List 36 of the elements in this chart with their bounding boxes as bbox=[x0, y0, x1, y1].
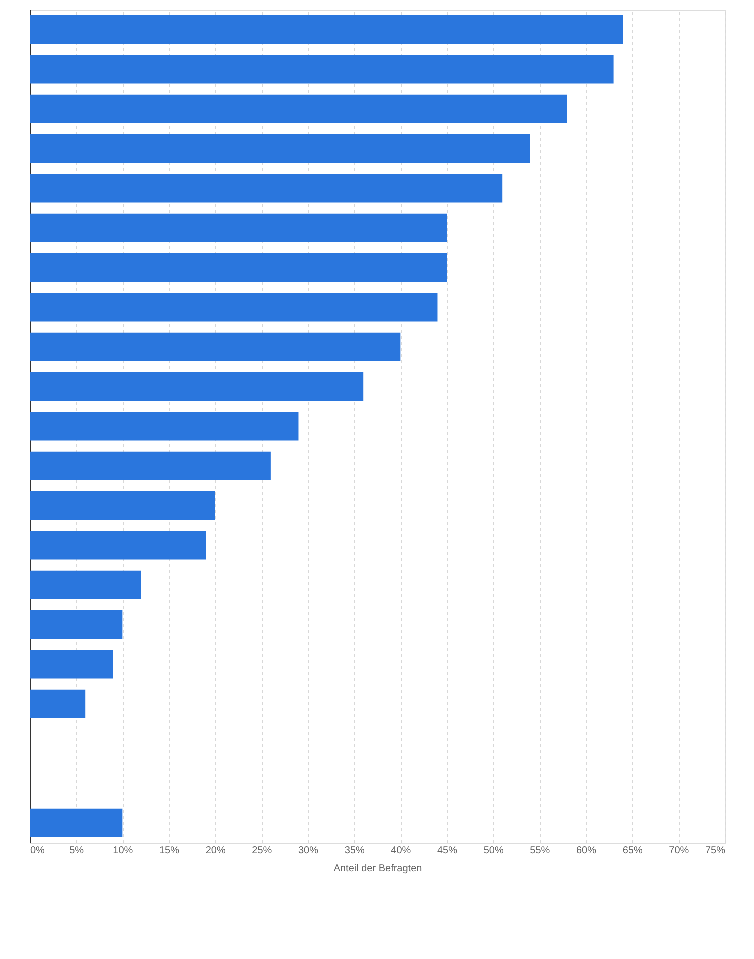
bar bbox=[30, 94, 568, 124]
x-tick-label: 10% bbox=[113, 846, 134, 856]
x-tick-label: 75% bbox=[705, 846, 726, 856]
x-tick-label: 25% bbox=[252, 846, 272, 856]
x-tick-label: 35% bbox=[344, 846, 365, 856]
bar bbox=[30, 174, 503, 203]
bar bbox=[30, 55, 614, 84]
x-tick-label: 15% bbox=[159, 846, 180, 856]
bar bbox=[30, 531, 206, 560]
x-tick-label: 65% bbox=[622, 846, 643, 856]
x-tick-label: 20% bbox=[206, 846, 226, 856]
x-tick-label: 45% bbox=[437, 846, 458, 856]
x-tick-label: 70% bbox=[669, 846, 690, 856]
x-tick-label: 5% bbox=[70, 846, 84, 856]
x-tick-label: 60% bbox=[576, 846, 597, 856]
bar bbox=[30, 690, 86, 718]
bar bbox=[30, 808, 123, 838]
bar bbox=[30, 492, 216, 520]
bar bbox=[30, 214, 447, 242]
x-tick-label: 0% bbox=[30, 846, 46, 856]
bar bbox=[30, 412, 299, 441]
bar bbox=[30, 332, 401, 362]
x-tick-label: 40% bbox=[391, 846, 412, 856]
bar bbox=[30, 452, 271, 480]
bar bbox=[30, 570, 142, 600]
bar bbox=[30, 372, 364, 402]
bar bbox=[30, 16, 624, 44]
bar bbox=[30, 650, 114, 679]
bar bbox=[30, 610, 123, 640]
x-tick-label: 30% bbox=[298, 846, 319, 856]
bar bbox=[30, 254, 447, 282]
bar bbox=[30, 134, 530, 164]
x-tick-label: 50% bbox=[484, 846, 504, 856]
bar bbox=[30, 293, 438, 322]
x-axis-title: Anteil der Befragten bbox=[334, 864, 422, 874]
x-tick-label: 55% bbox=[530, 846, 550, 856]
